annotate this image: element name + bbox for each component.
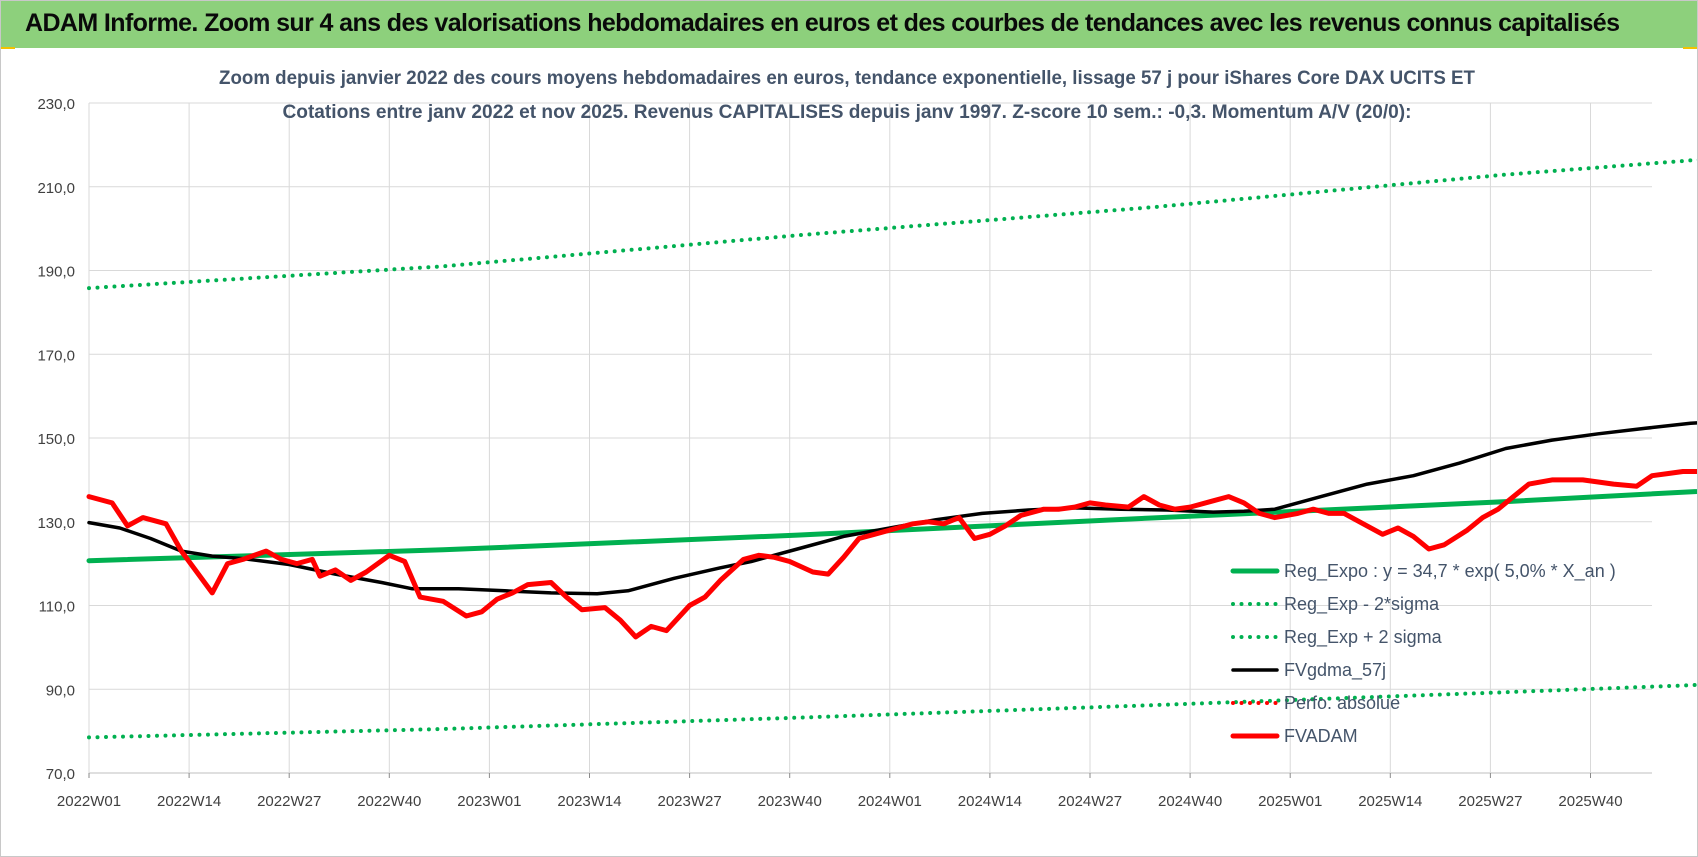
legend: Reg_Expo : y = 34,7 * exp( 5,0% * X_an )… (1230, 561, 1616, 746)
chart-subtitle: Cotations entre janv 2022 et nov 2025. R… (283, 102, 1412, 123)
x-tick-label: 2023W27 (657, 793, 721, 810)
series (86, 157, 1697, 740)
x-tick-label: 2022W27 (257, 793, 321, 810)
x-tick-label: 2023W14 (557, 793, 621, 810)
x-tick-label: 2023W01 (457, 793, 521, 810)
series-line-reg-exp-2-sigma (87, 682, 1697, 740)
y-tick-label: 190,0 (37, 264, 75, 281)
legend-label: Reg_Exp + 2 sigma (1284, 627, 1443, 648)
series-line-reg-exp-2-sigma (87, 157, 1697, 291)
x-tick-label: 2022W14 (157, 793, 221, 810)
chart-title: Zoom depuis janvier 2022 des cours moyen… (219, 68, 1475, 89)
report-title: ADAM Informe. Zoom sur 4 ans des valoris… (25, 9, 1620, 37)
y-tick-label: 90,0 (46, 682, 75, 699)
y-tick-label: 110,0 (39, 599, 75, 616)
x-tick-label: 2025W14 (1358, 793, 1422, 810)
legend-label: FVgdma_57j (1284, 660, 1386, 681)
corner-mark-right (1683, 47, 1697, 49)
x-tick-label: 2024W01 (858, 793, 922, 810)
x-tick-label: 2024W27 (1058, 793, 1122, 810)
x-tick-label: 2024W40 (1158, 793, 1222, 810)
x-tick-label: 2023W40 (758, 793, 822, 810)
x-tick-label: 2025W01 (1258, 793, 1322, 810)
report-header: ADAM Informe. Zoom sur 4 ans des valoris… (1, 1, 1697, 48)
legend-label: Reg_Expo : y = 34,7 * exp( 5,0% * X_an ) (1284, 561, 1616, 582)
y-axis: 70,0 90,0 110,0 130,0 150,0 170,0 190,0 210,0 23… (37, 96, 75, 783)
y-tick-label: 230,0 (37, 96, 75, 113)
y-tick-label: 150,0 (37, 431, 75, 448)
series-line-reg-expo-y-34-7-exp-5-0-x-an (86, 488, 1697, 564)
x-tick-label: 2025W40 (1558, 793, 1622, 810)
legend-label: Perfo. absolue (1284, 693, 1400, 713)
x-tick-label: 2024W14 (958, 793, 1022, 810)
y-tick-label: 70,0 (46, 766, 75, 783)
legend-label: FVADAM (1284, 726, 1358, 746)
corner-mark-left (1, 47, 15, 49)
x-tick-label: 2022W40 (357, 793, 421, 810)
x-axis: 2022W01 2022W14 2022W27 2022W40 2023W01 2023W… (57, 773, 1623, 810)
gridlines (88, 102, 1652, 774)
y-tick-label: 130,0 (37, 515, 75, 532)
y-tick-label: 210,0 (37, 180, 75, 197)
y-tick-label: 170,0 (37, 347, 75, 364)
x-tick-label: 2022W01 (57, 793, 121, 810)
legend-label: Reg_Exp - 2*sigma (1284, 594, 1440, 615)
series-line-fvadam (86, 469, 1697, 640)
x-tick-label: 2025W27 (1458, 793, 1522, 810)
series-line-fvgdma-57j (87, 421, 1697, 596)
